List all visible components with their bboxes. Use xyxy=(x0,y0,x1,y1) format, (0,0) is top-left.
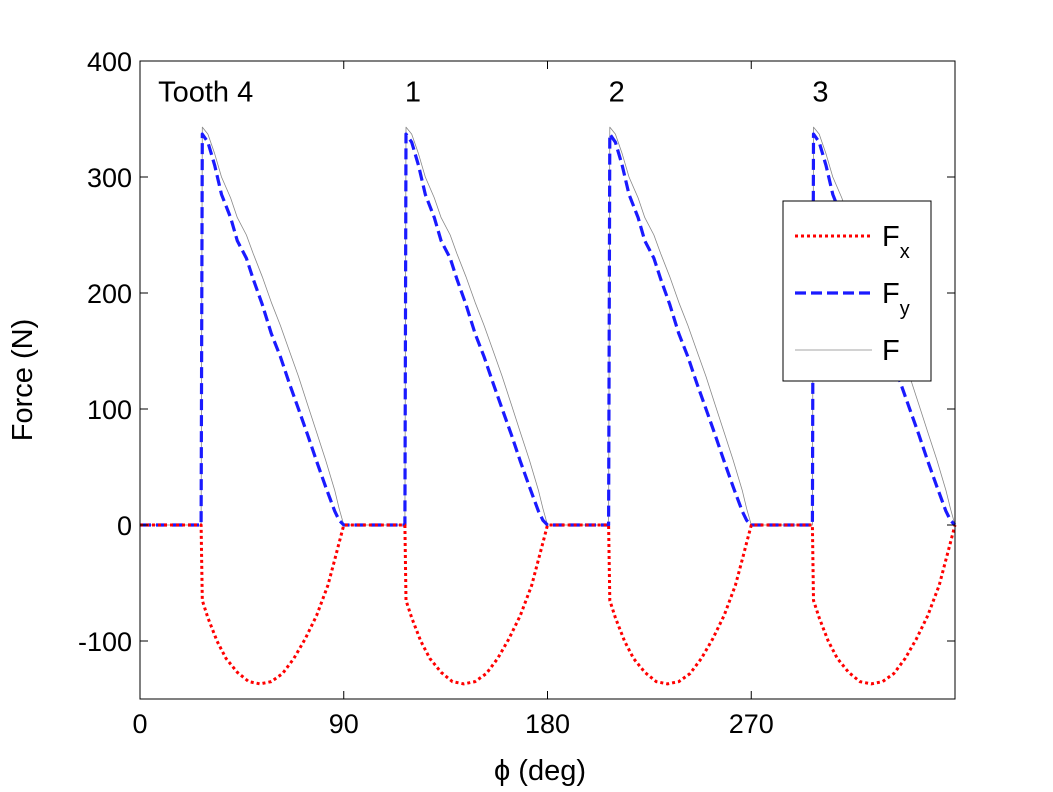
y-tick-label: 200 xyxy=(87,279,132,309)
tooth-annotation: 3 xyxy=(812,77,828,109)
legend-label-fx: Fx xyxy=(882,221,910,263)
x-tick-label: 0 xyxy=(132,709,147,739)
legend-label-f: F xyxy=(882,335,900,367)
x-tick-label: 270 xyxy=(729,709,774,739)
y-tick-label: 0 xyxy=(117,511,132,541)
x-axis-symbol: ϕ xyxy=(494,755,510,787)
x-axis-title: ϕ (deg) xyxy=(494,755,586,787)
annotation-layer: Tooth 4 1 2 3 xyxy=(158,77,828,109)
ticks-layer: 0 90 180 270 -100 0 100 200 300 400 xyxy=(78,47,955,739)
tooth-annotation: Tooth 4 xyxy=(158,77,253,109)
legend: Fx Fy F xyxy=(782,200,932,382)
tooth-annotation: 1 xyxy=(405,77,421,109)
legend-box xyxy=(782,200,932,382)
y-tick-label: 100 xyxy=(87,395,132,425)
y-axis-title: Force (N) xyxy=(7,319,39,441)
series-line-fy xyxy=(140,132,957,527)
tooth-annotation: 2 xyxy=(609,77,625,109)
legend-label-fy: Fy xyxy=(882,278,910,320)
series-line-fx xyxy=(140,523,957,686)
y-tick-label: -100 xyxy=(78,627,132,657)
y-tick-label: 300 xyxy=(87,163,132,193)
x-axis-text: (deg) xyxy=(510,755,586,787)
y-tick-label: 400 xyxy=(87,47,132,77)
x-tick-label: 90 xyxy=(329,709,359,739)
x-tick-label: 180 xyxy=(525,709,570,739)
